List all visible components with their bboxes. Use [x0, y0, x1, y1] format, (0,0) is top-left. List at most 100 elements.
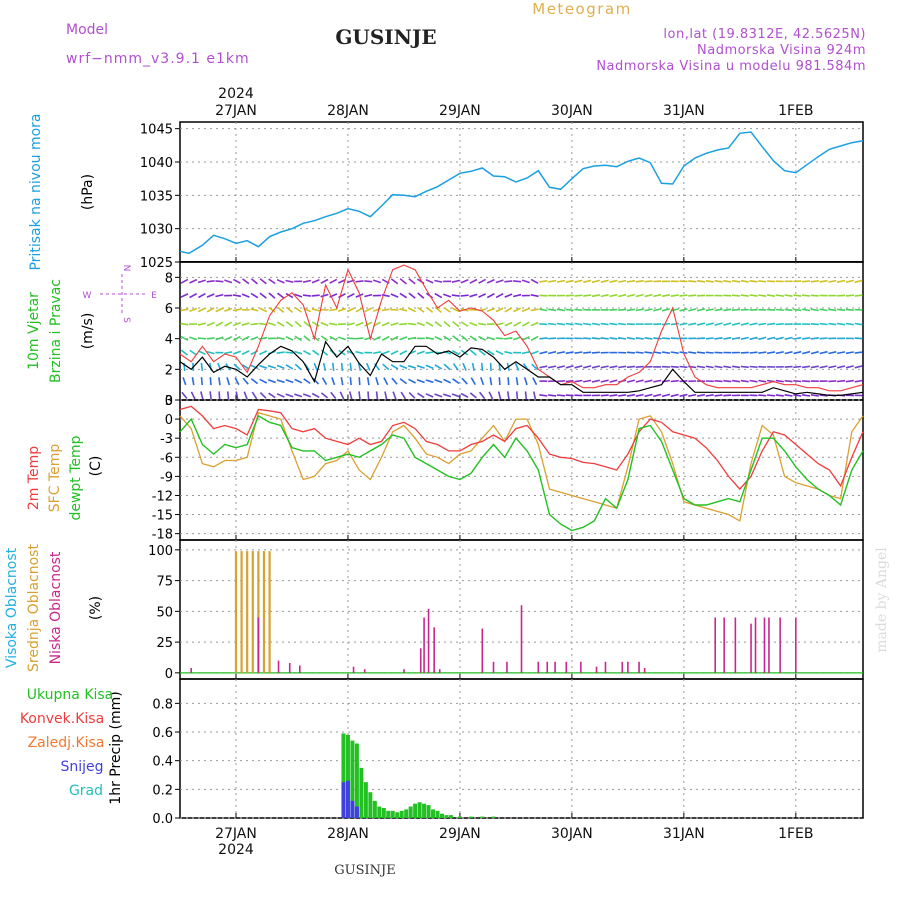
wind-arrow: [530, 308, 539, 312]
precip-bar: [399, 810, 404, 818]
wind-arrow: [749, 379, 758, 383]
wind-arrow: [583, 351, 592, 354]
wind-arrow: [679, 308, 688, 312]
wind-arrow: [365, 362, 371, 371]
wind-arrow: [285, 364, 294, 370]
wind-arrow: [565, 351, 574, 355]
wind-arrow: [495, 292, 504, 299]
wind-arrow: [206, 337, 215, 340]
precip-bar: [435, 810, 440, 818]
wind-arrow: [661, 393, 671, 398]
wind-arrow: [215, 321, 224, 327]
wind-arrow: [434, 321, 442, 328]
wind-arrow: [565, 322, 574, 326]
year-label-bottom: 2024: [218, 842, 254, 858]
wind-arrow: [332, 362, 335, 371]
wind-arrow: [670, 351, 679, 354]
wind-arrow: [513, 293, 522, 298]
wind-arrow: [565, 379, 574, 383]
wind-arrow: [705, 351, 714, 354]
wind-arrow: [574, 294, 583, 297]
wind-arrow: [460, 279, 469, 284]
wind-arrow: [819, 279, 828, 283]
wind-arrow: [819, 337, 828, 340]
wind-arrow: [723, 365, 732, 369]
wind-arrow: [635, 308, 644, 312]
temperature-ytick-label: 0: [165, 413, 173, 428]
wind-arrow: [767, 394, 776, 397]
wind-arrow: [294, 335, 303, 342]
wind-arrow: [522, 321, 530, 327]
wind-arrow: [688, 393, 697, 397]
wind-arrow: [565, 294, 574, 297]
wind-arrow: [399, 336, 408, 341]
wind-arrow: [679, 365, 688, 369]
wind-arrow: [740, 279, 749, 283]
wind-arrow: [618, 394, 627, 397]
wind-arrow: [530, 294, 539, 298]
compass-north: N: [121, 265, 131, 272]
wind-arrow: [399, 364, 408, 370]
pressure-unit: (hPa): [80, 174, 96, 210]
wind-arrow: [548, 365, 557, 369]
wind-arrow: [452, 335, 460, 342]
wind-arrow: [425, 321, 434, 327]
wind-arrow: [539, 365, 548, 369]
wind-arrow: [285, 351, 294, 354]
wind-arrow: [366, 377, 370, 386]
wind-arrow: [180, 322, 189, 326]
wind-arrow: [600, 365, 609, 369]
wind-arrow: [462, 362, 467, 371]
wind-arrow: [793, 394, 802, 397]
wind-arrow: [591, 337, 600, 340]
wind-arrow: [408, 392, 416, 399]
wind-arrow: [591, 365, 600, 369]
wind-arrow: [480, 362, 484, 371]
wind-arrow: [346, 337, 355, 340]
wind-arrow: [661, 322, 671, 326]
wind-arrow: [583, 308, 592, 311]
wind-arrow: [696, 280, 706, 283]
wind-arrow: [486, 336, 495, 341]
precip-bar: [368, 792, 373, 818]
wind-arrow: [696, 337, 706, 340]
wind-arrow: [372, 351, 382, 355]
wind-arrow: [337, 307, 347, 312]
wind-arrow: [749, 294, 758, 297]
wind-arrow: [486, 307, 495, 312]
wind-arrow: [489, 377, 493, 386]
wind-arrow: [810, 294, 819, 297]
pressure-ytick-label: 1030: [140, 223, 173, 238]
wind-arrow: [705, 365, 714, 369]
wind-arrow: [705, 308, 714, 312]
wind-arrow: [191, 377, 195, 386]
wind-arrow: [217, 362, 222, 371]
model-name: wrf−nmm_v3.9.1 e1km: [66, 51, 250, 67]
wind-arrow: [723, 322, 732, 326]
wind-arrow: [232, 321, 241, 327]
wind-arrow: [740, 379, 749, 383]
temp-2m-line: [179, 405, 864, 491]
wind-arrow: [644, 393, 653, 398]
wind-arrow: [635, 379, 644, 383]
wind-arrow: [705, 394, 714, 397]
wind-arrow: [285, 393, 294, 398]
wind-arrow: [209, 377, 212, 386]
wind-arrow: [749, 280, 758, 283]
wind-arrow: [200, 391, 204, 400]
model-label: Model: [66, 22, 108, 38]
wind-arrow: [504, 350, 513, 355]
wind-arrow: [478, 349, 486, 356]
wind-arrow: [504, 280, 513, 283]
wind-arrow: [268, 278, 276, 285]
wind-arrow: [302, 279, 312, 283]
wind-arrow: [548, 337, 557, 340]
wind-arrow: [285, 321, 294, 328]
wind-arrow: [259, 292, 267, 299]
wind-arrow: [749, 351, 758, 354]
wind-arrow: [775, 294, 784, 297]
wind-arrow: [381, 350, 390, 355]
cloud-ylabel-mid: Srednja Oblacnost: [26, 544, 42, 672]
wind-arrow: [723, 308, 732, 312]
wind-arrow: [653, 293, 662, 298]
